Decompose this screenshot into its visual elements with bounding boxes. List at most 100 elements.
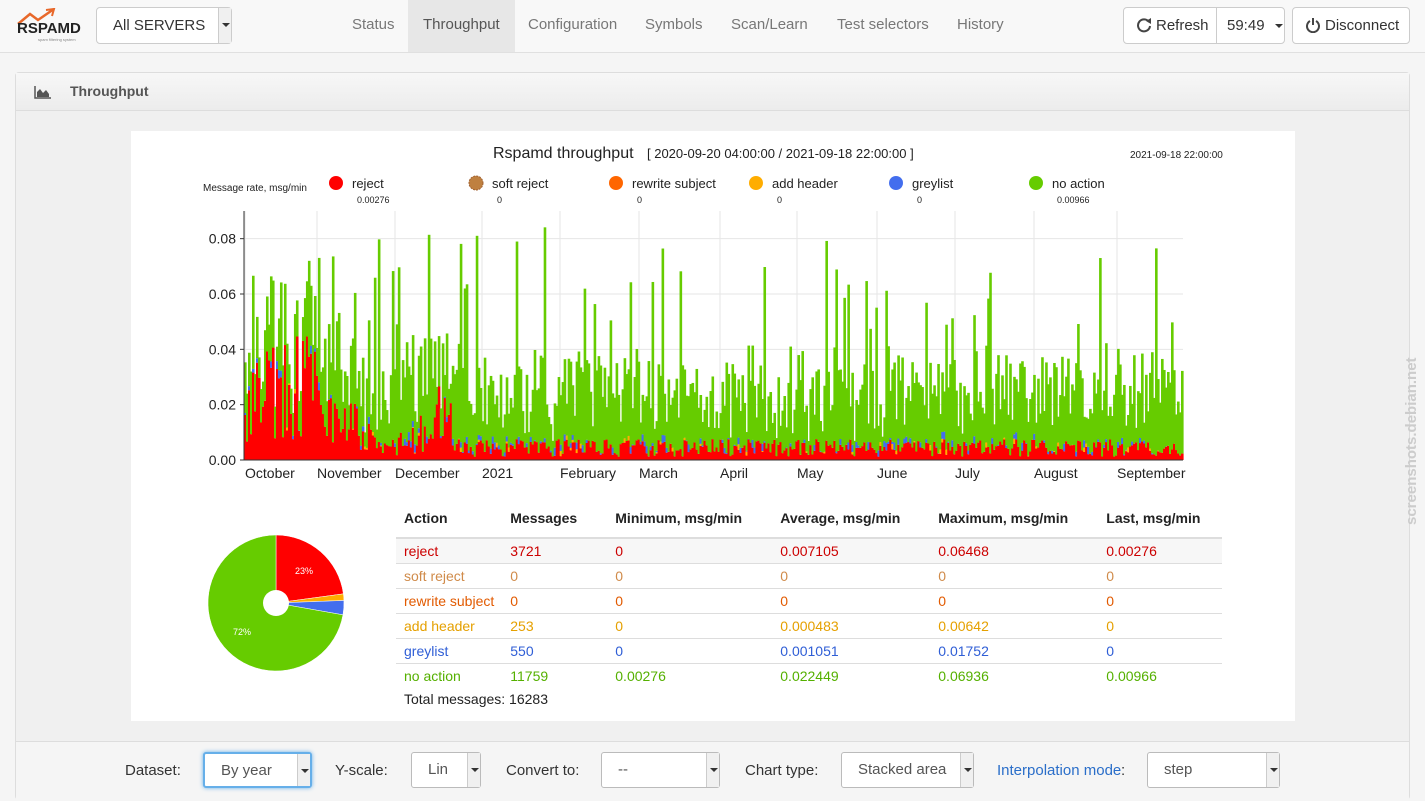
rspamd-logo[interactable]: RSPAMD spam filtering system [16,8,82,46]
bar-segment-add-header [287,383,291,385]
bar-segment-reject [537,452,541,460]
bar-segment-greylist [251,368,255,373]
bar-segment-add-header [655,452,659,454]
bar-segment-reject [887,443,890,460]
bar-segment-reject [1121,444,1124,460]
convert-select[interactable]: -- [601,752,720,788]
tab-scan-learn[interactable]: Scan/Learn [731,16,808,33]
bar-segment-reject [967,454,970,460]
bar-segment-reject [307,356,311,460]
bar-segment-greylist [661,435,665,444]
bar-segment-no-action [883,417,886,442]
bar-segment-no-action [1013,376,1016,435]
bar-segment-reject [539,443,543,460]
bar-segment-reject [1009,455,1012,460]
legend-swatch-5[interactable] [1029,176,1043,190]
bar-segment-reject [861,446,864,460]
bar-segment-no-action [743,402,747,446]
server-select[interactable]: All SERVERS [96,7,232,44]
bar-segment-no-action [881,436,884,451]
interpolation-select[interactable]: step [1147,752,1280,788]
bar-segment-greylist [629,447,633,454]
yscale-select[interactable]: Lin [411,752,481,788]
refresh-button[interactable]: Refresh [1123,7,1217,44]
bar-segment-reject [1011,448,1014,460]
bar-segment-reject [947,442,950,460]
throughput-chart[interactable]: Rspamd throughput [ 2020-09-20 04:00:00 … [131,131,1295,721]
bar-segment-no-action [951,318,954,441]
bar-segment-no-action [681,365,685,457]
bar-segment-no-action [625,374,629,441]
bar-segment-reject [1075,456,1078,460]
bar-segment-no-action [915,372,918,452]
pie-slice-reject[interactable] [275,534,344,604]
bar-segment-no-action [329,362,333,395]
bar-segment-greylist [569,443,573,448]
bar-segment-no-action [355,388,359,407]
bar-segment-reject [655,453,659,460]
bar-segment-no-action [595,370,599,452]
bar-segment-reject [671,451,675,460]
disconnect-button[interactable]: Disconnect [1292,7,1410,44]
bar-segment-add-header [417,432,421,436]
legend-swatch-4[interactable] [889,176,903,190]
dataset-select[interactable]: By year [203,752,312,788]
bar-segment-no-action [411,335,415,422]
bar-segment-reject [401,445,405,460]
x-tick-label: June [877,465,908,481]
interpolation-colon: : [1121,762,1126,779]
bar-segment-reject [837,450,840,460]
bar-segment-reject [557,439,561,460]
bar-segment-reject [913,442,916,460]
bar-segment-no-action [977,401,980,443]
x-tick-label: 2021 [482,465,513,481]
bar-segment-no-action [295,300,299,337]
bar-segment-greylist [925,439,928,443]
bar-segment-reject [571,442,575,460]
bar-segment-reject [339,432,343,460]
tab-throughput[interactable]: Throughput [408,0,515,52]
bar-segment-no-action [953,359,956,455]
bar-segment-no-action [539,355,543,442]
bar-segment-no-action [877,425,880,451]
bar-segment-no-action [719,413,723,440]
bar-segment-greylist [725,452,729,455]
legend-swatch-1[interactable] [468,175,484,191]
bar-segment-no-action [715,411,719,448]
bar-segment-reject [343,408,347,460]
legend-swatch-3[interactable] [749,176,763,190]
bar-segment-reject [609,444,613,460]
bar-segment-reject [937,453,940,460]
bar-segment-reject [465,443,469,460]
bar-segment-reject [321,414,325,460]
bar-segment-greylist [631,444,635,446]
bar-segment-reject [495,447,499,460]
interpolation-mode-link[interactable]: Interpolation mode [997,762,1122,779]
bar-segment-no-action [783,396,787,451]
bar-segment-no-action [925,302,928,440]
bar-segment-reject [825,440,828,460]
bar-segment-no-action [557,377,561,440]
bar-segment-add-header [627,435,631,441]
bar-segment-no-action [471,414,475,452]
bar-segment-reject [573,442,577,460]
tab-symbols[interactable]: Symbols [645,16,703,33]
bar-segment-greylist [409,441,413,448]
tab-history[interactable]: History [957,16,1004,33]
legend-swatch-2[interactable] [609,176,623,190]
tab-configuration[interactable]: Configuration [528,16,618,33]
bar-segment-reject [633,445,637,460]
tab-test-selectors[interactable]: Test selectors [837,16,929,33]
area-chart-icon [34,86,51,99]
tab-status[interactable]: Status [352,16,395,33]
bar-segment-greylist [1005,445,1008,449]
refresh-timer-dropdown[interactable]: 59:49 [1216,7,1285,44]
charttype-select[interactable]: Stacked area [841,752,974,788]
table-cell: 0 [772,587,931,613]
bar-segment-greylist [525,443,529,448]
bar-segment-reject [789,446,793,460]
bar-segment-no-action [1107,415,1110,451]
bar-segment-greylist [405,442,409,446]
legend-swatch-0[interactable] [329,176,343,190]
bar-segment-reject [575,453,579,460]
